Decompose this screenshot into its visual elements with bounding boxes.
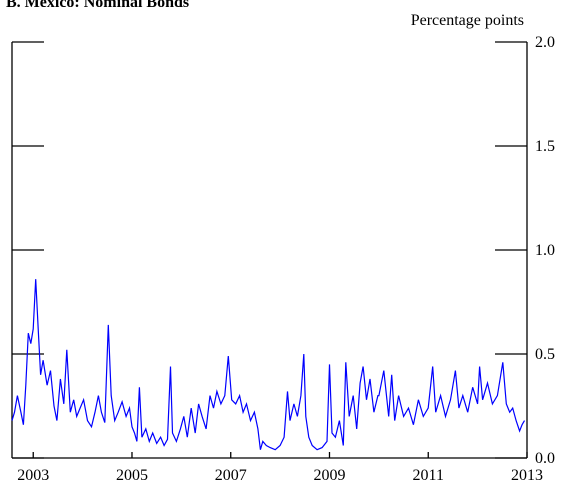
x-tick-label: 2007 <box>215 467 247 484</box>
y-tick-label: 1.5 <box>535 138 555 155</box>
data-line <box>11 279 526 451</box>
chart-title: B. Mexico: Nominal Bonds <box>6 0 189 11</box>
y-tick-label: 2.0 <box>535 34 555 51</box>
y-axis-label: Percentage points <box>411 12 524 29</box>
x-tick-label: 2005 <box>116 467 148 484</box>
y-tick-label: 0.0 <box>535 450 555 467</box>
x-tick-label: 2013 <box>511 467 543 484</box>
y-tick-label: 1.0 <box>535 242 555 259</box>
x-tick-label: 2003 <box>17 467 49 484</box>
x-tick-label: 2011 <box>413 467 444 484</box>
y-tick-label: 0.5 <box>535 346 555 363</box>
x-tick-label: 2009 <box>313 467 345 484</box>
